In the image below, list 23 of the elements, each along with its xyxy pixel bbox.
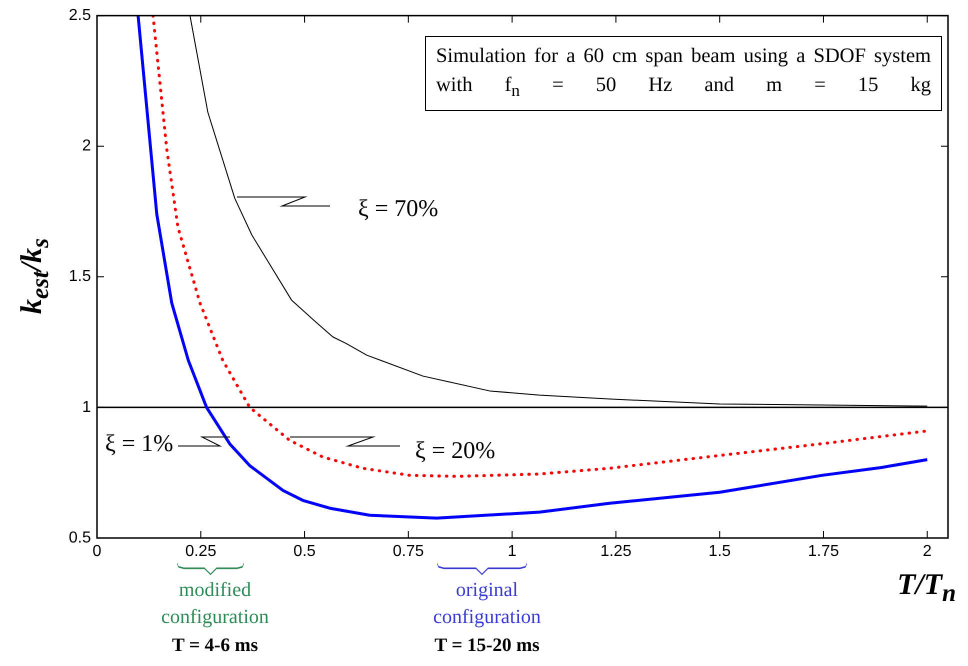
text: T = 4-6 ms bbox=[171, 634, 259, 658]
x-tick-label: 0.75 bbox=[392, 543, 424, 560]
annotation: ξ = 1% bbox=[105, 431, 174, 458]
text: original configuration bbox=[432, 578, 542, 630]
x-axis-title: T/T$_{n}$ bbox=[897, 568, 956, 608]
y-tick-label: 1.5 bbox=[68, 268, 92, 286]
y-tick-label: 0.5 bbox=[68, 529, 92, 546]
y-tick-label: 2.5 bbox=[68, 7, 92, 24]
x-tick-label: 1.25 bbox=[600, 543, 632, 560]
x-tick-label: 0.25 bbox=[185, 543, 216, 560]
text: Simulation for a 60 cm span beam using a SDOF system with f$_{n}$ = 50 Hz and m = 15 kg bbox=[436, 45, 931, 100]
y-tick-label: 2 bbox=[82, 138, 92, 155]
x-tick-label: 1.75 bbox=[808, 543, 840, 560]
text: modified configuration bbox=[160, 578, 270, 630]
x-tick-label: 1.5 bbox=[708, 543, 731, 560]
x-tick-label: 1 bbox=[508, 543, 517, 560]
text: T = 15-20 ms bbox=[434, 634, 540, 658]
annotation: ξ = 20% bbox=[415, 438, 496, 465]
annotation: ξ = 70% bbox=[358, 196, 438, 223]
x-tick-label: 2 bbox=[922, 543, 932, 560]
x-tick-label: 0 bbox=[92, 543, 102, 560]
x-tick-label: 0.5 bbox=[293, 543, 316, 560]
y-tick-label: 1 bbox=[82, 398, 92, 416]
